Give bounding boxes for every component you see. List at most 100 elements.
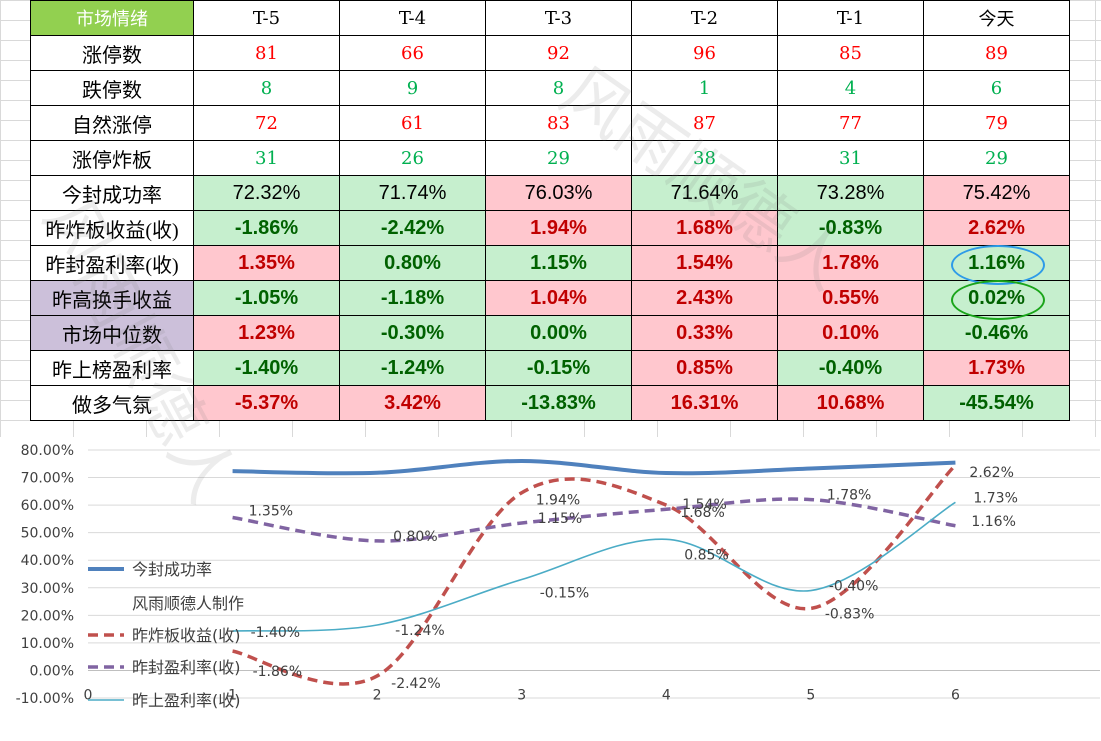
y-tick-label: 0.00%: [30, 663, 74, 679]
table-cell: 1: [631, 70, 778, 106]
y-tick-label: 60.00%: [21, 498, 74, 514]
data-label: -0.83%: [825, 606, 875, 622]
y-tick-label: 70.00%: [21, 471, 74, 487]
data-label: 1.15%: [538, 511, 582, 527]
table-cell: 2.43%: [631, 280, 778, 316]
row-label: 昨上榜盈利率: [30, 350, 194, 386]
data-label: 0.80%: [393, 529, 437, 545]
chart-area: 80.00% 70.00% 60.00% 50.00% 40.00% 30.00% 20.0…: [0, 437, 1101, 741]
table-cell: 0.10%: [777, 315, 924, 351]
table-cell: 85: [777, 35, 924, 71]
series-line-3: [232, 501, 956, 632]
table-cell: -0.46%: [923, 315, 1070, 351]
data-label: 1.68%: [680, 505, 724, 521]
table-cell: -1.05%: [193, 280, 340, 316]
table-cell: -1.40%: [193, 350, 340, 386]
table-cell: 8: [193, 70, 340, 106]
table-cell: 38: [631, 140, 778, 176]
market-sentiment-table: 市场情绪 T-5 T-4 T-3 T-2 T-1 今天 涨停数 81 66 92 96 85 89 跌停数 8…: [30, 0, 1070, 421]
table-cell: 1.16%: [923, 245, 1070, 281]
line-chart: 80.00%70.00%60.00%50.00%40.00%30.00%20.0…: [16, 443, 1100, 710]
table-cell: 87: [631, 105, 778, 141]
data-label: -1.40%: [251, 625, 301, 641]
table-cell: 83: [485, 105, 632, 141]
row-label: 今封成功率: [30, 175, 194, 211]
row-label: 涨停炸板: [30, 140, 194, 176]
row-label: 做多气氛: [30, 385, 194, 421]
data-label: 0.85%: [684, 547, 728, 563]
data-label: 1.54%: [682, 497, 726, 513]
table-cell: 3.42%: [339, 385, 486, 421]
table-cell: -0.83%: [777, 210, 924, 246]
table-cell: -2.42%: [339, 210, 486, 246]
header-day: 今天: [923, 0, 1070, 36]
table-cell: 1.94%: [485, 210, 632, 246]
table-cell: 1.68%: [631, 210, 778, 246]
data-label: 1.73%: [973, 490, 1017, 506]
data-label: 1.78%: [827, 488, 871, 504]
x-tick-label: 1: [228, 687, 237, 703]
table-cell: 4: [777, 70, 924, 106]
y-tick-label: 50.00%: [21, 526, 74, 542]
x-tick-label: 6: [951, 687, 960, 703]
header-day: T-1: [777, 0, 924, 36]
table-cell: 0.33%: [631, 315, 778, 351]
table-cell: 71.74%: [339, 175, 486, 211]
legend-label: 昨封盈利率(收): [132, 658, 241, 677]
table-cell: 1.54%: [631, 245, 778, 281]
y-tick-label: 10.00%: [21, 636, 74, 652]
table-row: 今封成功率 72.32% 71.74% 76.03% 71.64% 73.28% 75.42…: [30, 175, 1070, 211]
legend-label: 昨炸板收益(收): [132, 626, 241, 645]
data-label: 1.35%: [249, 504, 293, 520]
legend-label: 昨上盈利率(收): [132, 691, 241, 710]
table-cell: 96: [631, 35, 778, 71]
table-cell: 26: [339, 140, 486, 176]
row-label: 昨炸板收益(收): [30, 210, 194, 246]
table-row: 做多气氛 -5.37% 3.42% -13.83% 16.31% 10.68% -45.54…: [30, 385, 1070, 421]
data-label: 2.62%: [969, 465, 1013, 481]
table-cell: 8: [485, 70, 632, 106]
data-label: -0.40%: [829, 579, 879, 595]
table-cell: 6: [923, 70, 1070, 106]
series-line-1: [232, 463, 957, 686]
table-row: 昨上榜盈利率 -1.40% -1.24% -0.15% 0.85% -0.40% 1.73%: [30, 350, 1070, 386]
x-tick-label: 2: [373, 687, 382, 703]
y-tick-label: -10.00%: [16, 691, 74, 707]
table-cell: -0.30%: [339, 315, 486, 351]
x-tick-label: 5: [806, 687, 815, 703]
table-cell: 31: [777, 140, 924, 176]
table-cell: 72.32%: [193, 175, 340, 211]
table-cell: 81: [193, 35, 340, 71]
row-label: 自然涨停: [30, 105, 194, 141]
header-day: T-5: [193, 0, 340, 36]
x-tick-label: 4: [662, 687, 671, 703]
table-row: 昨高换手收益 -1.05% -1.18% 1.04% 2.43% 0.55% 0.02%: [30, 280, 1070, 316]
row-label: 市场中位数: [30, 315, 194, 351]
data-label: -2.42%: [391, 676, 441, 692]
header-day: T-3: [485, 0, 632, 36]
table-cell: 92: [485, 35, 632, 71]
table-cell: 1.15%: [485, 245, 632, 281]
table-cell: 0.55%: [777, 280, 924, 316]
x-tick-label: 3: [517, 687, 526, 703]
y-tick-label: 40.00%: [21, 553, 74, 569]
table-cell: -0.40%: [777, 350, 924, 386]
data-label: -0.15%: [540, 586, 590, 602]
table-cell: 73.28%: [777, 175, 924, 211]
table-cell: 29: [923, 140, 1070, 176]
table-cell: -1.86%: [193, 210, 340, 246]
table-cell: 16.31%: [631, 385, 778, 421]
table-cell: 2.62%: [923, 210, 1070, 246]
table-cell: 1.23%: [193, 315, 340, 351]
table-cell: 71.64%: [631, 175, 778, 211]
table-cell: 76.03%: [485, 175, 632, 211]
table-cell: 9: [339, 70, 486, 106]
header-market-sentiment: 市场情绪: [30, 0, 194, 36]
table-row: 市场中位数 1.23% -0.30% 0.00% 0.33% 0.10% -0.46%: [30, 315, 1070, 351]
table-cell: 72: [193, 105, 340, 141]
table-cell: -1.24%: [339, 350, 486, 386]
table-row: 涨停数 81 66 92 96 85 89: [30, 35, 1070, 71]
y-tick-label: 20.00%: [21, 608, 74, 624]
table-cell: 0.85%: [631, 350, 778, 386]
header-day: T-4: [339, 0, 486, 36]
